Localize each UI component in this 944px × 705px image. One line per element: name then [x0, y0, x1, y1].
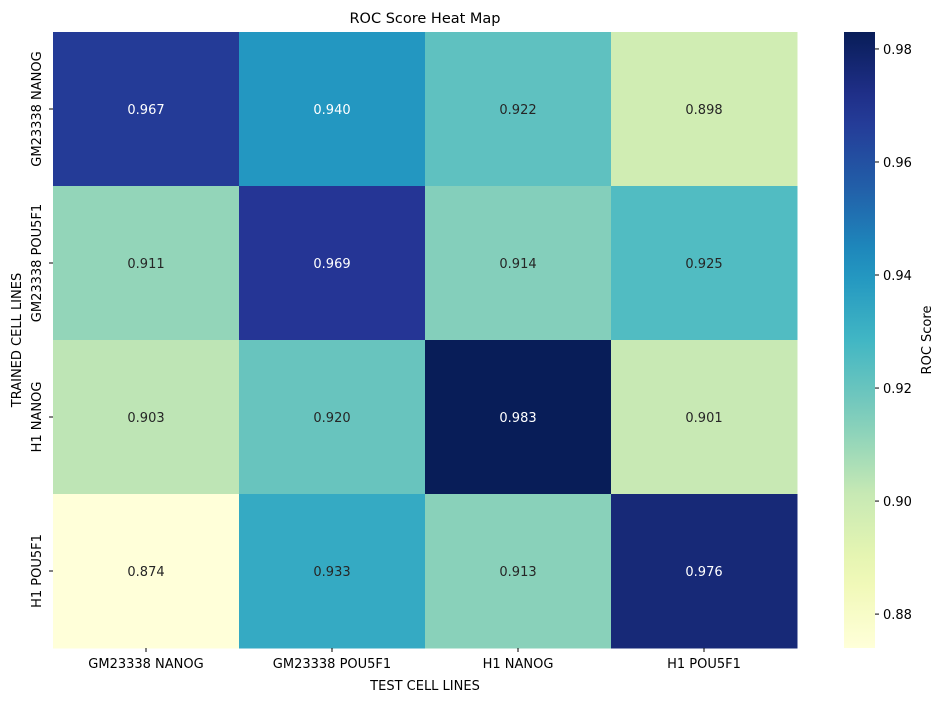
cell-value-label: 0.898 — [685, 103, 722, 118]
cell-value-label: 0.901 — [685, 411, 722, 426]
colorbar-label: ROC Score — [920, 306, 935, 375]
x-tick-label: H1 POU5F1 — [667, 657, 741, 672]
heatmap-cells: 0.967 0.940 0.922 0.898 0.911 0.969 0.914 0.925… — [53, 32, 798, 649]
cell-value-label: 0.920 — [313, 411, 350, 426]
heatmap-cell — [239, 186, 426, 341]
chart-title: ROC Score Heat Map — [349, 11, 500, 27]
x-axis-label: TEST CELL LINES — [369, 679, 480, 694]
cell-value-label: 0.983 — [499, 411, 536, 426]
cell-value-label: 0.933 — [313, 565, 350, 580]
cell-value-label: 0.913 — [499, 565, 536, 580]
x-tick-label: H1 NANOG — [483, 657, 554, 672]
y-axis-ticks: GM23338 NANOG GM23338 POU5F1 H1 NANOG H1 PO… — [30, 51, 53, 608]
colorbar-tick-label: 0.92 — [883, 382, 912, 397]
cell-value-label: 0.967 — [127, 103, 164, 118]
cell-value-label: 0.874 — [127, 565, 164, 580]
heatmap-cell — [611, 340, 798, 495]
cell-value-label: 0.976 — [685, 565, 722, 580]
colorbar-tick-label: 0.98 — [883, 43, 912, 58]
heatmap-cell — [425, 186, 612, 341]
y-axis-label: TRAINED CELL LINES — [10, 273, 25, 408]
cell-value-label: 0.922 — [499, 103, 536, 118]
heatmap-cell — [239, 494, 426, 649]
heatmap-cell — [239, 340, 426, 495]
heatmap-cell — [53, 32, 240, 187]
cell-value-label: 0.911 — [127, 257, 164, 272]
heatmap-cell — [53, 186, 240, 341]
heatmap-cell — [239, 32, 426, 187]
colorbar-tick-label: 0.94 — [883, 269, 912, 284]
x-tick-label: GM23338 POU5F1 — [273, 657, 391, 672]
heatmap-cell — [611, 32, 798, 187]
colorbar-tick-label: 0.88 — [883, 608, 912, 623]
cell-value-label: 0.969 — [313, 257, 350, 272]
y-tick-label: GM23338 POU5F1 — [30, 204, 45, 322]
heatmap-cell — [425, 340, 612, 495]
x-axis-ticks: GM23338 NANOG GM23338 POU5F1 H1 NANOG H1 PO… — [88, 648, 741, 672]
cell-value-label: 0.914 — [499, 257, 536, 272]
x-tick-label: GM23338 NANOG — [88, 657, 203, 672]
cell-value-label: 0.903 — [127, 411, 164, 426]
heatmap-cell — [53, 494, 240, 649]
colorbar-gradient — [844, 32, 875, 648]
cell-value-label: 0.940 — [313, 103, 350, 118]
heatmap-cell — [611, 186, 798, 341]
cell-value-label: 0.925 — [685, 257, 722, 272]
y-tick-label: H1 POU5F1 — [30, 534, 45, 608]
y-tick-label: GM23338 NANOG — [30, 51, 45, 166]
colorbar-tick-label: 0.90 — [883, 495, 912, 510]
heatmap-cell — [53, 340, 240, 495]
heatmap-cell — [611, 494, 798, 649]
heatmap-cell — [425, 32, 612, 187]
colorbar-tick-label: 0.96 — [883, 156, 912, 171]
heatmap-cell — [425, 494, 612, 649]
y-tick-label: H1 NANOG — [30, 382, 45, 453]
colorbar: 0.88 0.90 0.92 0.94 0.96 0.98 — [844, 32, 912, 648]
